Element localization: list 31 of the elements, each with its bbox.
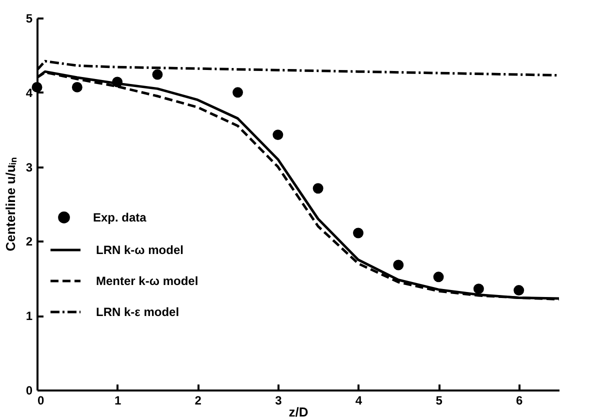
x-tick-label: 6 — [516, 394, 523, 408]
point — [312, 183, 324, 194]
point — [433, 272, 444, 282]
y-tick-label: 2 — [26, 234, 33, 249]
x-tick-label: 4 — [355, 394, 362, 408]
point — [152, 69, 163, 80]
x-tick-label: 1 — [114, 394, 122, 408]
y-axis-title: Centerline u/uᵢₙ — [2, 158, 18, 252]
point — [473, 284, 484, 294]
point — [72, 82, 82, 92]
point — [352, 228, 364, 238]
y-tick-label: 1 — [26, 309, 33, 324]
x-axis-title: z/D — [288, 404, 308, 420]
legend-label: Menter k-ω model — [96, 274, 198, 288]
point — [514, 285, 524, 296]
point — [232, 87, 244, 98]
legend-label: Exp. data — [93, 210, 147, 224]
point — [393, 260, 404, 270]
y-tick-label: 5 — [26, 12, 33, 26]
point — [112, 76, 123, 88]
y-tick-label: 3 — [26, 160, 33, 174]
y-tick-label: 4 — [26, 86, 33, 100]
point — [32, 82, 42, 92]
x-tick-label: 3 — [275, 394, 282, 408]
x-tick-label: 0 — [38, 394, 44, 408]
x-tick-label: 2 — [194, 394, 202, 408]
point — [272, 130, 284, 140]
y-tick-label: 0 — [26, 384, 33, 398]
legend-label: LRN k-ω model — [96, 242, 184, 257]
legend-label: LRN k-ε model — [96, 304, 180, 319]
x-tick-label: 5 — [436, 394, 443, 408]
